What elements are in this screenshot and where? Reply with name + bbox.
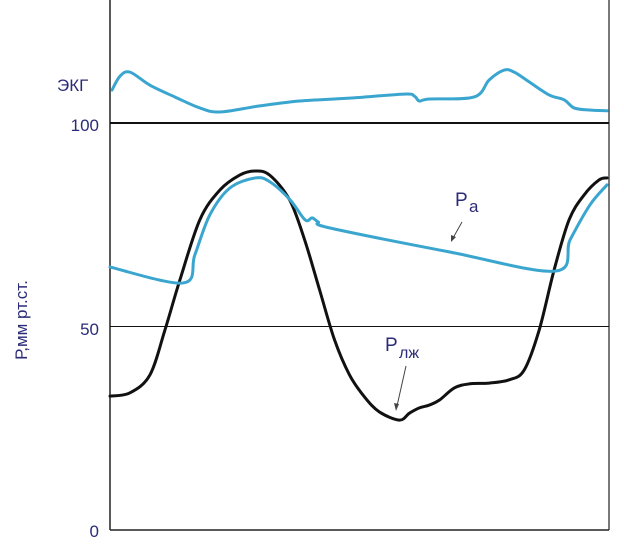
series-group — [108, 68, 609, 422]
pa-label-sub: a — [469, 197, 479, 216]
plot-frame — [109, 0, 610, 531]
ecg-line — [110, 68, 609, 114]
y-tick-label-50: 50 — [80, 320, 99, 339]
y-tick-label-0: 0 — [90, 522, 99, 541]
plv-label-main: P — [385, 335, 398, 356]
y-axis-label: Р,мм рт.ст. — [12, 280, 31, 360]
plv-series-label: P лж — [385, 335, 419, 362]
ecg-label: ЭКГ — [57, 76, 88, 95]
y-tick-label-100: 100 — [71, 116, 99, 135]
plv-line — [108, 169, 609, 422]
plv-label-sub: лж — [399, 345, 419, 362]
pa-pointer-arrow — [452, 221, 463, 239]
pa-label-main: P — [455, 190, 468, 211]
pa-line — [108, 176, 609, 285]
plv-arrowhead — [394, 403, 399, 411]
pa-series-label: P a — [455, 190, 479, 216]
pa-arrowhead — [451, 235, 456, 242]
plv-pointer-arrow — [396, 365, 407, 407]
